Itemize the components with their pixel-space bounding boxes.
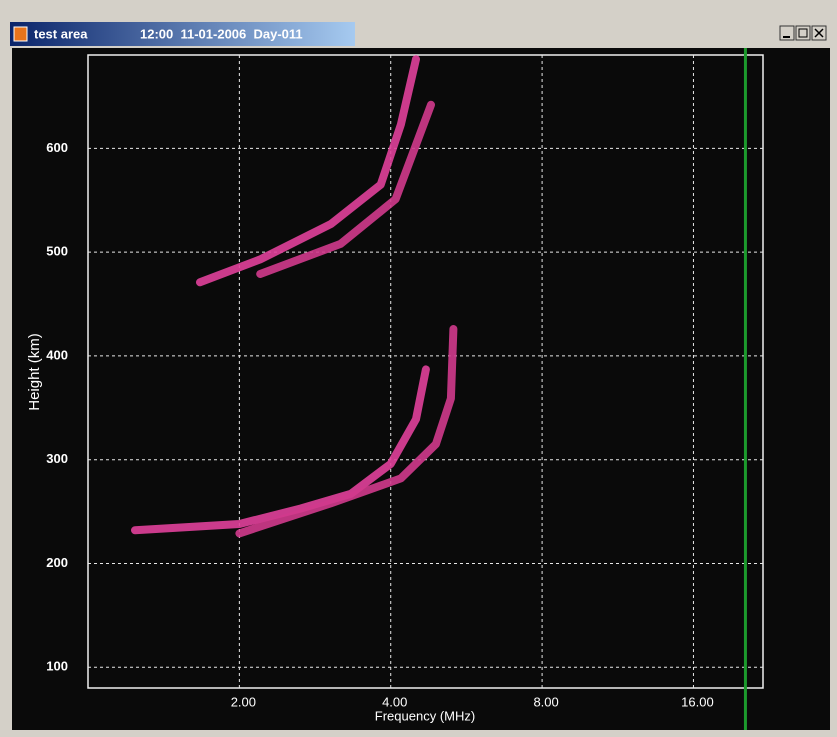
x-tick-label: 2.00 [231, 694, 256, 709]
close-icon [814, 28, 824, 38]
maximize-icon [798, 28, 808, 38]
y-tick-label: 300 [46, 451, 68, 466]
x-tick-label: 8.00 [533, 694, 558, 709]
app-icon [13, 26, 28, 42]
plot-frame [87, 54, 764, 689]
y-tick-label: 200 [46, 555, 68, 570]
maximize-button[interactable] [795, 25, 811, 41]
y-tick-label: 600 [46, 140, 68, 155]
x-axis-label: Frequency (MHz) [375, 708, 475, 723]
window-controls[interactable] [779, 25, 827, 41]
echo-trace [196, 55, 420, 287]
y-tick-label: 100 [46, 659, 68, 674]
window-title: test area [34, 26, 88, 41]
x-tick-label: 4.00 [382, 694, 407, 709]
y-tick-label: 500 [46, 244, 68, 259]
echo-trace [256, 100, 435, 278]
y-tick-label: 400 [46, 347, 68, 362]
echo-trace [235, 325, 458, 538]
y-axis-label: Height (km) [26, 333, 43, 411]
x-tick-label: 16.00 [681, 694, 714, 709]
title-bar [10, 22, 355, 46]
window-subtitle: 12:00 11-01-2006 Day-011 [140, 26, 303, 41]
